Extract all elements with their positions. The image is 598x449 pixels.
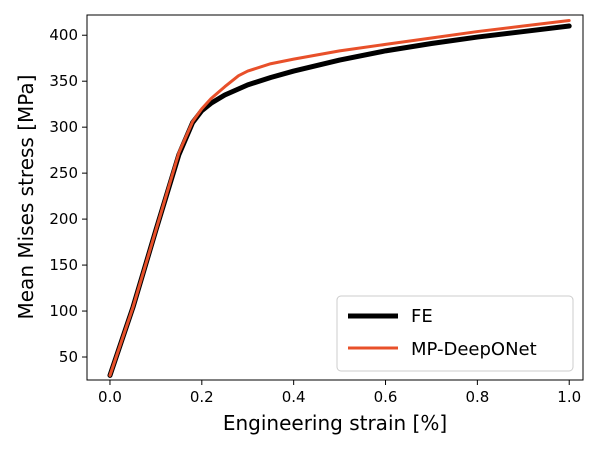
x-tick-label: 0.2 — [190, 388, 214, 406]
y-tick-label: 150 — [49, 256, 78, 274]
x-tick-label: 0.6 — [374, 388, 398, 406]
plot-series — [107, 19, 572, 378]
x-tick-label: 0.0 — [98, 388, 122, 406]
x-tick-label: 0.8 — [465, 388, 489, 406]
y-axis-ticks: 50 100 150 200 250 300 350 400 — [49, 26, 87, 366]
series-line-mp-deeponet — [108, 19, 571, 377]
legend-label-fe: FE — [411, 306, 433, 327]
x-tick-label: 0.4 — [282, 388, 306, 406]
y-tick-label: 400 — [49, 26, 78, 44]
y-tick-label: 250 — [49, 164, 78, 182]
x-axis-title: Engineering strain [%] — [223, 411, 447, 435]
y-tick-label: 350 — [49, 72, 78, 90]
legend: FE MP-DeepONet — [336, 295, 574, 372]
y-axis-title: Mean Mises stress [MPa] — [14, 75, 38, 320]
legend-label-mp-deeponet: MP-DeepONet — [411, 339, 537, 360]
plot-frame — [86, 14, 584, 381]
y-tick-label: 100 — [49, 302, 78, 320]
x-axis-ticks: 0.0 0.2 0.4 0.6 0.8 1.0 — [98, 380, 581, 406]
x-tick-label: 1.0 — [557, 388, 581, 406]
y-tick-label: 300 — [49, 118, 78, 136]
y-tick-label: 50 — [59, 348, 78, 366]
y-tick-label: 200 — [49, 210, 78, 228]
